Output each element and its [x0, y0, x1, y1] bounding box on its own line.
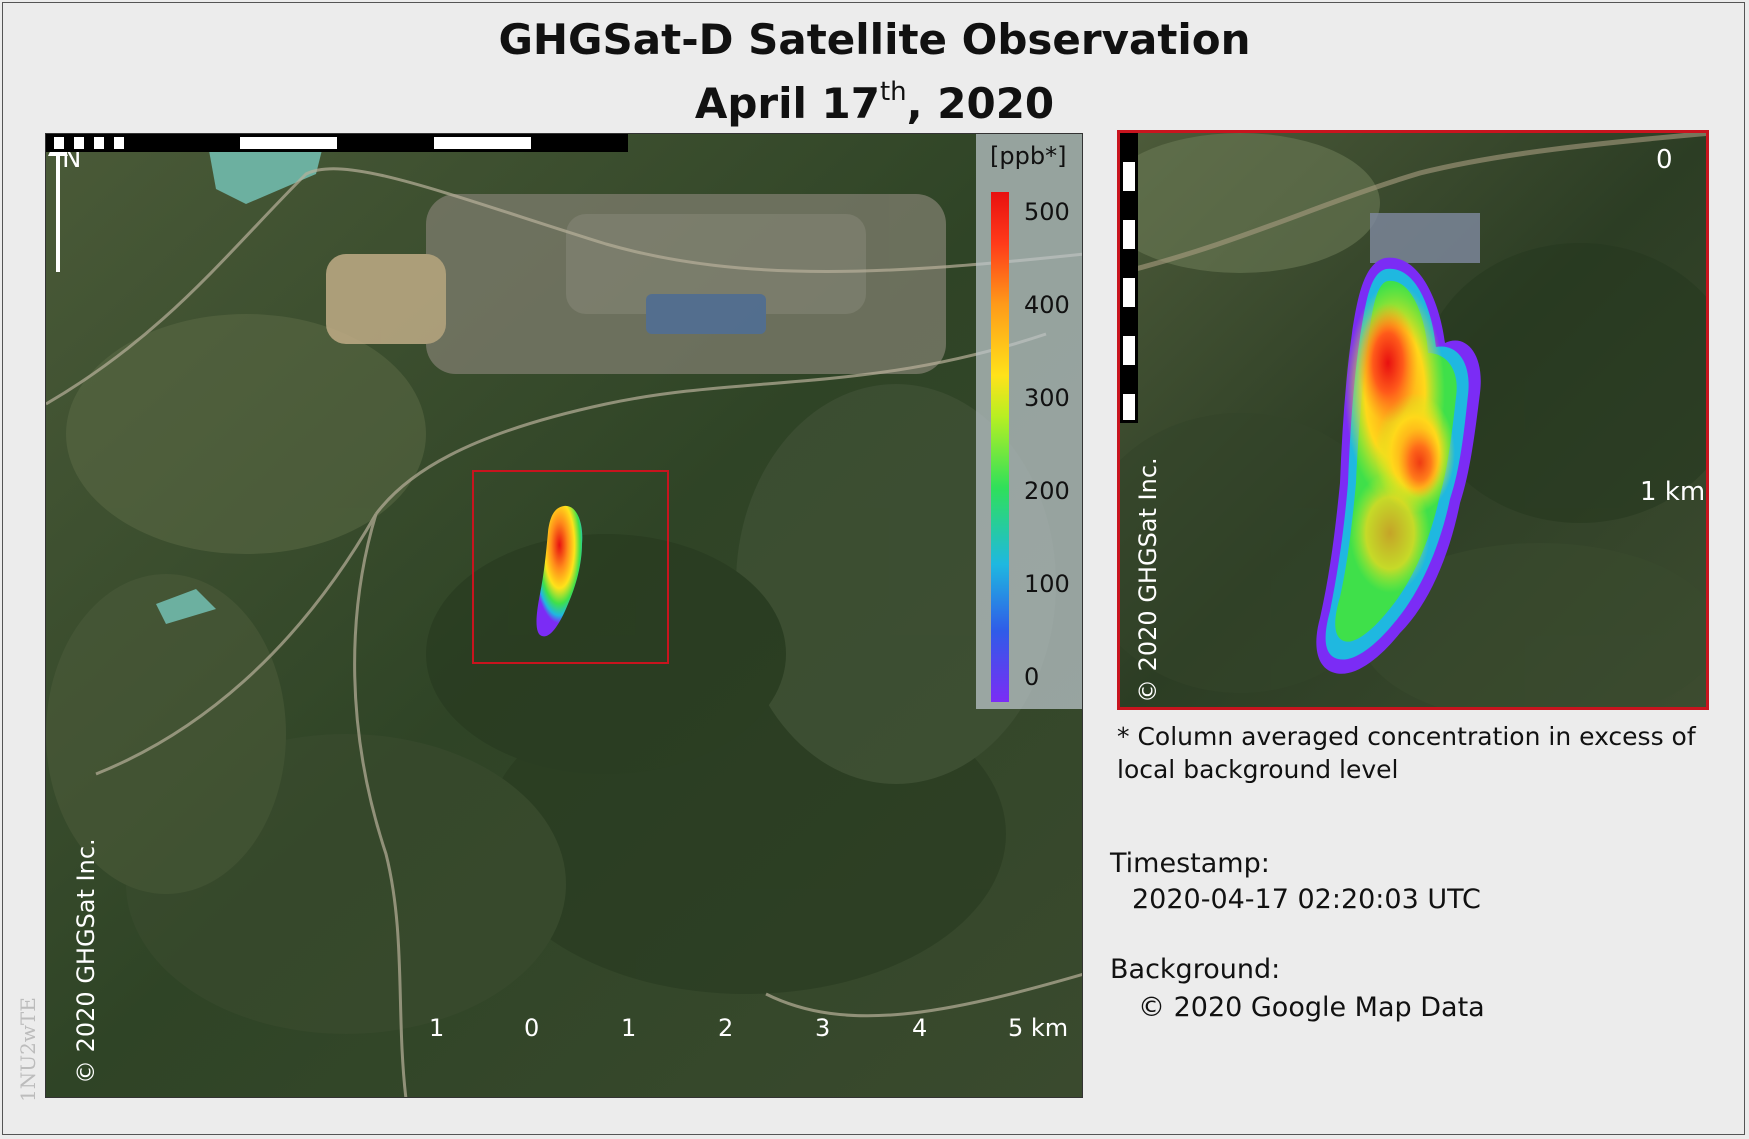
scale-label-1: 1	[621, 1014, 637, 1042]
colorbar-gradient	[991, 192, 1009, 702]
title-date-prefix: April 17	[694, 79, 880, 128]
inset-scale-label-0: 0	[1656, 145, 1673, 175]
main-map-copyright: © 2020 GHGSat Inc.	[72, 838, 100, 1084]
scale-label-5km: 5 km	[1008, 1014, 1069, 1042]
zoomed-inset-map[interactable]: 0 1 km © 2020 GHGSat Inc.	[1117, 130, 1709, 710]
methane-plume	[536, 505, 583, 637]
north-arrow-icon	[48, 134, 68, 272]
colorbar-tick-400: 400	[1024, 291, 1070, 319]
background-label: Background:	[1110, 954, 1281, 985]
watermark: 1NU2wTE	[16, 997, 40, 1102]
timestamp-value: 2020-04-17 02:20:03 UTC	[1132, 884, 1481, 915]
footnote: * Column averaged concentration in exces…	[1117, 722, 1696, 784]
scale-label-3: 3	[815, 1014, 831, 1042]
scale-bar	[46, 134, 628, 152]
colorbar-tick-500: 500	[1024, 198, 1070, 226]
scale-label-minus1: 1	[429, 1014, 445, 1042]
colorbar-tick-200: 200	[1024, 477, 1070, 505]
inset-satellite-background	[1120, 133, 1706, 707]
colorbar-panel: [ppb*] 500 400 300 200 100 0	[976, 134, 1082, 709]
background-value: © 2020 Google Map Data	[1138, 992, 1485, 1023]
colorbar-tick-0: 0	[1024, 663, 1040, 691]
main-satellite-map[interactable]: N [ppb*] 500 400 300 200 100 0 1 0 1 2 3…	[45, 133, 1083, 1098]
zoom-region-box[interactable]	[472, 470, 669, 664]
inset-map-copyright: © 2020 GHGSat Inc.	[1134, 457, 1162, 703]
figure-title: GHGSat-D Satellite Observation April 17t…	[0, 14, 1749, 130]
title-date-suffix: , 2020	[906, 79, 1055, 128]
inset-scale-label-1km: 1 km	[1640, 477, 1706, 507]
colorbar-tick-300: 300	[1024, 384, 1070, 412]
title-line-1: GHGSat-D Satellite Observation	[498, 15, 1251, 64]
colorbar-tick-100: 100	[1024, 570, 1070, 598]
scale-label-2: 2	[718, 1014, 734, 1042]
scale-label-0: 0	[524, 1014, 540, 1042]
title-date-sup: th	[879, 77, 907, 107]
title-line-2: April 17th, 2020	[0, 66, 1749, 130]
inset-scale-bar	[1120, 133, 1138, 423]
timestamp-label: Timestamp:	[1110, 848, 1270, 879]
colorbar-unit-label: [ppb*]	[990, 142, 1067, 170]
scale-label-4: 4	[912, 1014, 928, 1042]
